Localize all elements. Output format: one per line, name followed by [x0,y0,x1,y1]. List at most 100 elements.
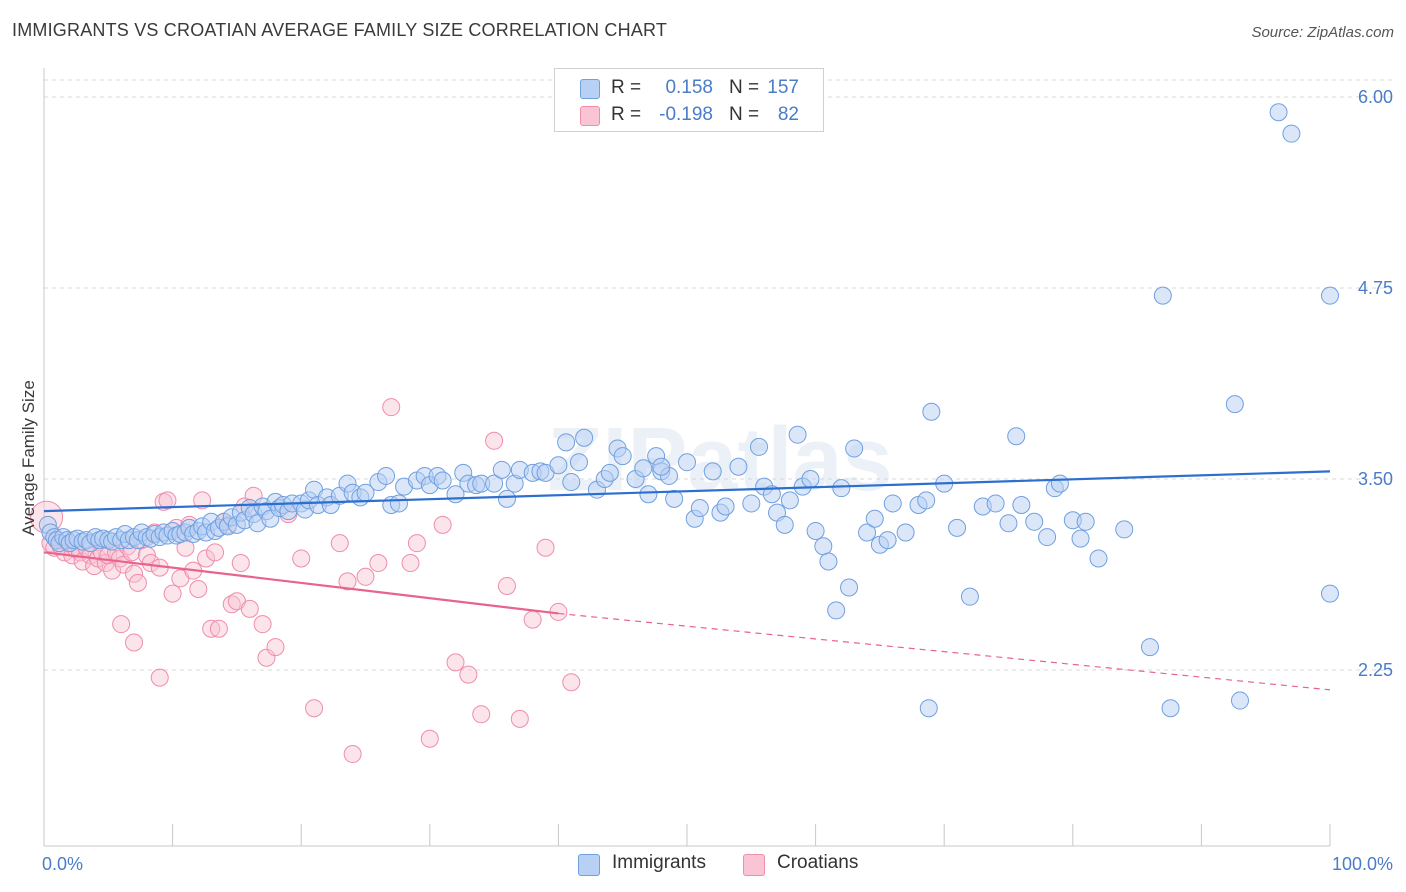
immigrants-point [665,489,684,508]
immigrants-point [634,459,653,478]
immigrants-point [1007,427,1026,446]
croatians-legend-label: Croatians [777,852,859,873]
immigrants-point [1153,286,1172,305]
croatians-point [125,633,144,652]
legend-row-immigrants: R = 0.158 N = 157 [555,75,823,103]
y-axis-label: Average Family Size [19,380,38,536]
croatians-point [536,538,555,557]
immigrants-point [999,514,1018,533]
croatians-point [150,668,169,687]
croatians-points [30,398,581,764]
immigrants-point [1012,495,1031,514]
immigrants-point [775,515,794,534]
axes [43,68,1331,847]
immigrants-point [549,456,568,475]
r-value: -0.198 [659,104,713,125]
croatians-point [343,745,362,764]
croatians-point [125,564,144,583]
gridlines [44,79,1392,671]
immigrants-point [1038,528,1057,547]
immigrants-point [1076,512,1095,531]
croatians-point [523,610,542,629]
immigrants-point [569,453,588,472]
immigrants-point [762,485,781,504]
r-label: R = [611,77,642,98]
immigrants-point [492,460,511,479]
immigrants-point [1269,103,1288,122]
immigrants-point [377,466,396,485]
immigrants-point [690,499,709,518]
n-label: N = [729,104,760,125]
croatians-point [222,595,241,614]
immigrants-points [38,103,1339,718]
croatians-point [433,515,452,534]
immigrants-point [389,494,408,513]
croatians-point [356,567,375,586]
y-tick-label: 6.00 [1358,87,1393,107]
immigrants-legend-swatch [578,854,600,876]
immigrants-point [832,479,851,498]
croatians-point [485,431,504,450]
immigrants-point [806,521,825,540]
croatians-point [240,599,259,618]
croatians-point [209,619,228,638]
x-tick-label: 0.0% [42,854,83,874]
croatians-point [292,549,311,568]
croatians-point [446,653,465,672]
immigrants-point [497,489,516,508]
immigrants-point [1071,529,1090,548]
y-tick-label: 3.50 [1358,469,1393,489]
croatians-point [202,619,221,638]
immigrants-point [840,578,859,597]
croatians-point [206,543,225,562]
croatians-point [253,615,272,634]
trend-lines [43,470,1331,691]
immigrants-point [652,457,671,476]
immigrants-point [919,699,938,718]
croatians-point [231,554,250,573]
croatians-trend-line [43,551,559,615]
croatians-point [497,576,516,595]
croatians-swatch [580,106,600,126]
x-tick-label: 100.0% [1332,854,1393,874]
croatians-trend-extension [558,612,1331,691]
immigrants-point [1321,286,1339,305]
r-label: R = [611,104,642,125]
legend-row-croatians: R = -0.198 N = 82 [555,102,823,130]
source-credit: Source: ZipAtlas.com [1251,24,1394,41]
immigrants-point [1140,638,1159,657]
immigrants-point [485,474,504,493]
immigrants-point [1225,395,1244,414]
croatians-point [257,648,276,667]
immigrants-point [845,439,864,458]
immigrants-point [878,531,897,550]
immigrants-point [750,437,769,456]
immigrants-point [948,518,967,537]
croatians-legend-swatch [743,854,765,876]
tick-labels: 2.25 3.50 4.75 6.00 0.0% 100.0% Average Family… [19,87,1393,874]
immigrants-point [960,587,979,606]
croatians-point [459,665,478,684]
immigrants-point [1050,474,1069,493]
immigrants-point [562,473,581,492]
immigrants-point [865,509,884,528]
immigrants-point [433,471,452,490]
croatians-point [510,709,529,728]
y-tick-label: 2.25 [1358,660,1393,680]
immigrants-point [827,601,846,620]
y-tick-label: 4.75 [1358,278,1393,298]
immigrants-point [858,523,877,542]
immigrants-point [575,428,594,447]
n-value: 82 [777,104,799,125]
immigrants-point [922,402,941,421]
immigrants-point [716,497,735,516]
immigrants-point [1321,584,1339,603]
immigrants-point [1115,520,1134,539]
immigrants-point [729,457,748,476]
croatians-point [330,534,349,553]
immigrants-point [1282,124,1301,143]
croatians-point [163,584,182,603]
immigrants-point [703,462,722,481]
croatians-point [369,554,388,573]
